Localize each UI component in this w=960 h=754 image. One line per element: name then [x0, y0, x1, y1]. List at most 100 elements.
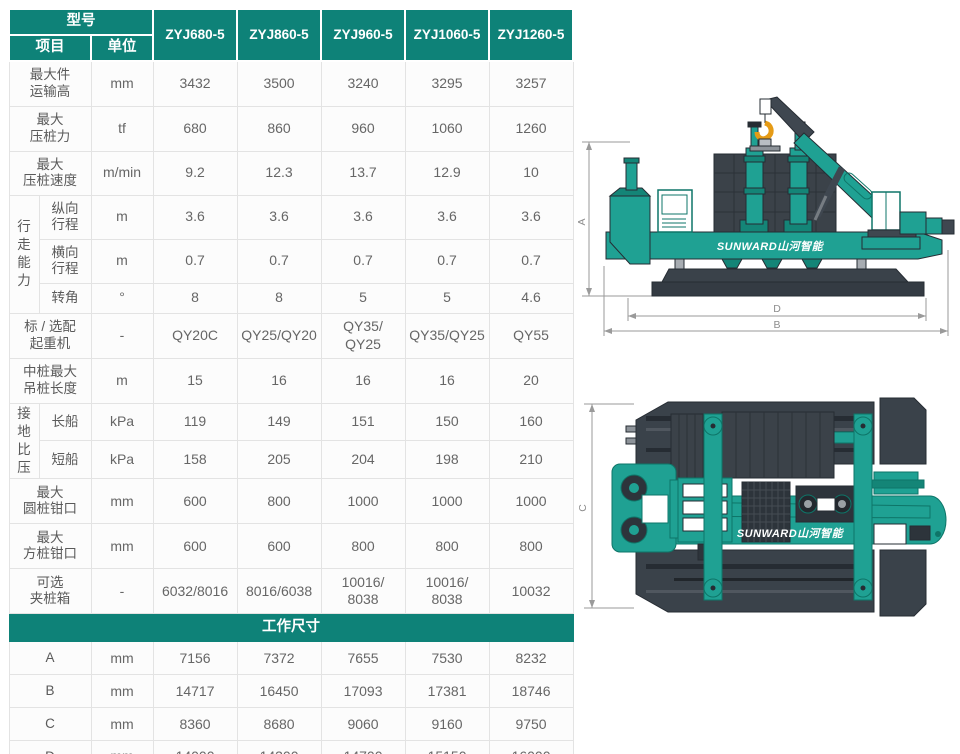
dimension-arrows: [589, 404, 595, 608]
unit-cell: tf: [90, 105, 154, 152]
spec-row: 最大 压桩力 tf 680 860 960 1060 1260: [8, 105, 574, 152]
dim-row: A mm 7156 7372 7655 7530 8232: [8, 641, 574, 676]
value-cell: QY20C: [152, 312, 238, 359]
value-cell: 8016/6038: [236, 568, 322, 615]
crane-cab: [861, 191, 955, 250]
value-cell: 8232: [488, 641, 574, 676]
value-cell: 600: [152, 523, 238, 570]
value-cell: 14717: [152, 674, 238, 709]
unit-cell: mm: [90, 641, 154, 676]
section-band: 工作尺寸: [8, 613, 574, 643]
group-label-walking: 行 走 能 力: [8, 194, 40, 314]
value-cell: 16: [404, 357, 490, 404]
value-cell: 10032: [488, 568, 574, 615]
value-cell: 3.6: [152, 194, 238, 240]
top-view-svg: C: [577, 397, 947, 617]
unit-cell: °: [90, 282, 154, 314]
row-label: D: [8, 740, 92, 754]
spec-row: 行 走 能 力 纵向 行程 m 3.6 3.6 3.6 3.6 3.6: [8, 194, 574, 314]
pivot-assembly: [795, 485, 855, 523]
value-cell: 0.7: [488, 238, 574, 284]
unit-cell: mm: [90, 707, 154, 742]
unit-cell: mm: [90, 478, 154, 525]
row-label: 最大件 运输高: [8, 60, 92, 107]
value-cell: 0.7: [152, 238, 238, 284]
value-cell: 210: [488, 440, 574, 480]
dim-row: B mm 14717 16450 17093 17381 18746: [8, 674, 574, 709]
spec-row: 标 / 选配 起重机 - QY20C QY25/QY20 QY35/ QY25 …: [8, 312, 574, 359]
value-cell: 3432: [152, 60, 238, 107]
value-cell: QY25/QY20: [236, 312, 322, 359]
dim-label-c: C: [577, 504, 589, 512]
row-label: A: [8, 641, 92, 676]
value-cell: 151: [320, 402, 406, 442]
value-cell: 1260: [488, 105, 574, 152]
value-cell: 1000: [320, 478, 406, 525]
value-cell: 7372: [236, 641, 322, 676]
value-cell: 9.2: [152, 150, 238, 196]
row-label: 标 / 选配 起重机: [8, 312, 92, 359]
value-cell: 8: [152, 282, 238, 314]
model-header: ZYJ1260-5: [488, 8, 575, 62]
value-cell: 1000: [488, 478, 574, 525]
model-header: ZYJ960-5: [320, 8, 407, 62]
value-cell: 3500: [236, 60, 322, 107]
crane-hook-icon: [749, 98, 781, 152]
value-cell: 0.7: [236, 238, 322, 284]
value-cell: 3.6: [488, 194, 574, 240]
unit-cell: m: [90, 194, 154, 240]
value-cell: 7156: [152, 641, 238, 676]
spec-row: 接地 比压 长船 kPa 119 149 151 150 160: [8, 402, 574, 480]
value-cell: 3.6: [236, 194, 322, 240]
spec-row: 最大 方桩钳口 mm 600 600 800 800 800: [8, 523, 574, 570]
value-cell: 8680: [236, 707, 322, 742]
header-item: 项目: [8, 34, 92, 62]
unit-cell: m: [90, 357, 154, 404]
value-cell: 7530: [404, 641, 490, 676]
value-cell: 9750: [488, 707, 574, 742]
lower-pontoon: [635, 549, 927, 617]
model-header: ZYJ860-5: [236, 8, 323, 62]
value-cell: 3.6: [320, 194, 406, 240]
value-cell: 8360: [152, 707, 238, 742]
value-cell: 198: [404, 440, 490, 480]
value-cell: 960: [320, 105, 406, 152]
value-cell: 5: [320, 282, 406, 314]
value-cell: 3.6: [404, 194, 490, 240]
dimension-lines: [582, 141, 949, 336]
value-cell: 1000: [404, 478, 490, 525]
unit-cell: m/min: [90, 150, 154, 196]
spec-row: 最大件 运输高 mm 3432 3500 3240 3295 3257: [8, 60, 574, 107]
value-cell: 860: [236, 105, 322, 152]
value-cell: 5: [404, 282, 490, 314]
spec-row: 中桩最大 吊桩长度 m 15 16 16 16 20: [8, 357, 574, 404]
header-unit: 单位: [89, 34, 155, 62]
value-cell: 800: [488, 523, 574, 570]
unit-cell: -: [90, 568, 154, 615]
value-cell: 10016/ 8038: [320, 568, 406, 615]
value-cell: 800: [320, 523, 406, 570]
value-cell: 160: [488, 402, 574, 442]
brand-text: SUNWARD山河智能: [717, 240, 825, 253]
value-cell: 680: [152, 105, 238, 152]
value-cell: QY35/ QY25: [320, 312, 406, 359]
spec-row: 最大 圆桩钳口 mm 600 800 1000 1000 1000: [8, 478, 574, 525]
dimension-arrows: [586, 142, 948, 334]
unit-cell: kPa: [90, 440, 154, 480]
cross-beams: [703, 413, 873, 601]
value-cell: 9060: [320, 707, 406, 742]
value-cell: 6032/8016: [152, 568, 238, 615]
row-label: 中桩最大 吊桩长度: [8, 357, 92, 404]
unit-cell: kPa: [90, 402, 154, 442]
right-body-details: [873, 523, 941, 545]
header-row-2: 项目 单位: [8, 34, 573, 62]
dim-label-d: D: [773, 303, 781, 315]
counterweights-top: [670, 411, 835, 497]
press-masts: [739, 121, 813, 233]
row-label: 最大 压桩力: [8, 105, 92, 152]
operator-cab: [657, 189, 693, 233]
spec-row: 可选 夹桩箱 - 6032/8016 8016/6038 10016/ 8038…: [8, 568, 574, 615]
value-cell: 15: [152, 357, 238, 404]
row-label: 转角: [38, 282, 92, 314]
